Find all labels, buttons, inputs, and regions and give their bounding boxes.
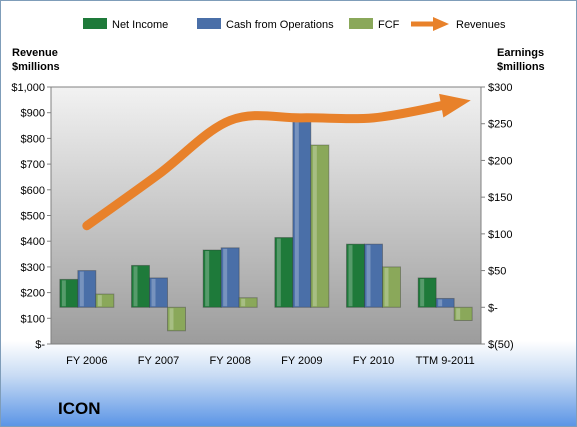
category-label: FY 2009 <box>281 355 322 367</box>
legend-swatch-fcf <box>349 18 373 29</box>
left-axis-subtitle: $millions <box>12 61 60 73</box>
right-tick-label: $100 <box>488 229 512 241</box>
bar-highlight <box>438 299 443 307</box>
right-tick-label: $300 <box>488 82 512 94</box>
category-label: FY 2010 <box>353 355 394 367</box>
cash-from-operations-bar <box>220 247 240 308</box>
bar-highlight <box>312 146 317 307</box>
category-label: FY 2008 <box>209 355 250 367</box>
category-label: FY 2007 <box>138 355 179 367</box>
cash-from-operations-bar <box>435 297 455 308</box>
left-tick-label: $1,000 <box>11 82 45 94</box>
bar-highlight <box>97 295 102 307</box>
right-axis-title: Earnings <box>497 47 544 59</box>
left-tick-label: $400 <box>21 236 45 248</box>
right-tick-label: $50 <box>488 266 506 278</box>
bar-series <box>59 119 473 332</box>
bar-highlight <box>420 278 425 307</box>
net-income-bar <box>59 278 79 308</box>
cash-from-operations-bar <box>149 277 168 308</box>
legend-label-revenues: Revenues <box>456 19 506 31</box>
fcf-bar <box>453 306 473 322</box>
right-axis: $(50) $- $50 $100 $150 $200 $250 $300 <box>480 82 514 351</box>
revenue-line <box>82 93 471 231</box>
bar-highlight <box>276 238 281 307</box>
category-axis: FY 2006 FY 2007 FY 2008 FY 2009 FY 2010 TTM 9… <box>66 355 475 367</box>
left-tick-label: $- <box>35 339 45 351</box>
net-income-bar <box>417 277 437 308</box>
legend-swatch-net-income <box>83 18 107 29</box>
left-tick-label: $700 <box>21 159 45 171</box>
left-tick-label: $600 <box>21 185 45 197</box>
fcf-bar <box>167 306 186 332</box>
right-tick-label: $- <box>488 302 498 314</box>
fcf-bar <box>310 144 330 308</box>
category-label: TTM 9-2011 <box>416 355 475 367</box>
legend-swatch-revenues <box>411 17 449 31</box>
right-tick-label: $150 <box>488 192 512 204</box>
bar-highlight <box>384 267 389 307</box>
left-tick-label: $100 <box>21 313 45 325</box>
revenue-line-path <box>82 100 450 231</box>
left-axis-title: Revenue <box>12 47 58 59</box>
bar-highlight <box>133 266 138 307</box>
fcf-bar <box>95 293 115 308</box>
bar-highlight <box>151 278 156 307</box>
left-axis: $- $100 $200 $300 $400 $500 $600 $700 $800 $900 $1… <box>11 82 52 351</box>
bar-highlight <box>205 251 210 307</box>
plot-area <box>50 86 482 345</box>
right-tick-label: $200 <box>488 155 512 167</box>
bar-highlight <box>241 298 246 307</box>
bar-highlight <box>169 308 174 330</box>
fcf-bar <box>382 266 401 308</box>
left-tick-label: $200 <box>21 288 45 300</box>
bar-highlight <box>79 271 84 307</box>
legend-label-cash-from-operations: Cash from Operations <box>226 19 334 31</box>
left-tick-label: $500 <box>21 211 45 223</box>
legend-label-fcf: FCF <box>378 19 400 31</box>
right-tick-label: $250 <box>488 119 512 131</box>
bar-highlight <box>223 248 228 307</box>
legend-label-net-income: Net Income <box>112 19 168 31</box>
left-tick-label: $900 <box>21 108 45 120</box>
bar-highlight <box>366 245 371 307</box>
category-label: FY 2006 <box>66 355 107 367</box>
legend: Net Income Cash from Operations FCF Reve… <box>83 17 506 31</box>
cash-from-operations-bar <box>77 270 97 308</box>
bar-highlight <box>456 308 461 320</box>
company-label: ICON <box>58 399 101 418</box>
right-tick-label: $(50) <box>488 339 514 351</box>
left-tick-label: $800 <box>21 133 45 145</box>
right-axis-subtitle: $millions <box>497 61 545 73</box>
legend-swatch-cash-from-operations <box>197 18 221 29</box>
fcf-bar <box>238 297 258 308</box>
revenue-arrowhead <box>439 93 471 118</box>
bar-highlight <box>348 245 353 307</box>
bar-highlight <box>294 121 299 307</box>
left-tick-label: $300 <box>21 262 45 274</box>
bar-highlight <box>61 280 66 307</box>
